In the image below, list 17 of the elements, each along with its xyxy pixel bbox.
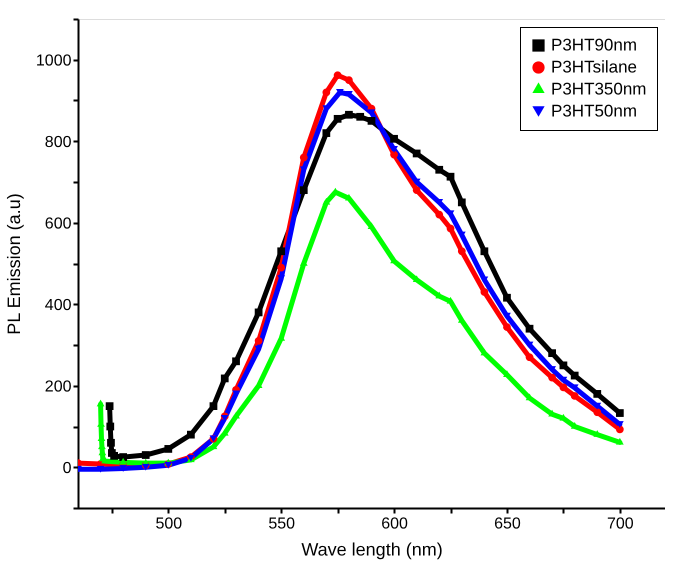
x-tick-label: 700 xyxy=(606,516,634,532)
x-tick-label: 500 xyxy=(155,516,182,532)
y-tick-label: 800 xyxy=(44,134,72,151)
y-tick-label: 600 xyxy=(44,215,72,232)
legend-label: P3HT90nm xyxy=(551,36,637,54)
y-axis-title: PL Emission (a.u) xyxy=(4,193,24,335)
x-tick-label: 600 xyxy=(381,516,408,532)
y-tick-label: 200 xyxy=(44,378,72,396)
legend-label: P3HT50nm xyxy=(551,102,637,120)
legend-label: P3HTsilane xyxy=(551,58,637,76)
x-axis-title: Wave length (nm) xyxy=(301,540,443,560)
y-tick-label: 0 xyxy=(62,460,72,477)
y-tick-label: 1000 xyxy=(36,52,72,70)
y-tick-label: 400 xyxy=(44,296,72,314)
x-tick-label: 650 xyxy=(494,516,521,532)
legend-label: P3HT350nm xyxy=(551,80,646,98)
x-tick-label: 550 xyxy=(268,516,296,532)
